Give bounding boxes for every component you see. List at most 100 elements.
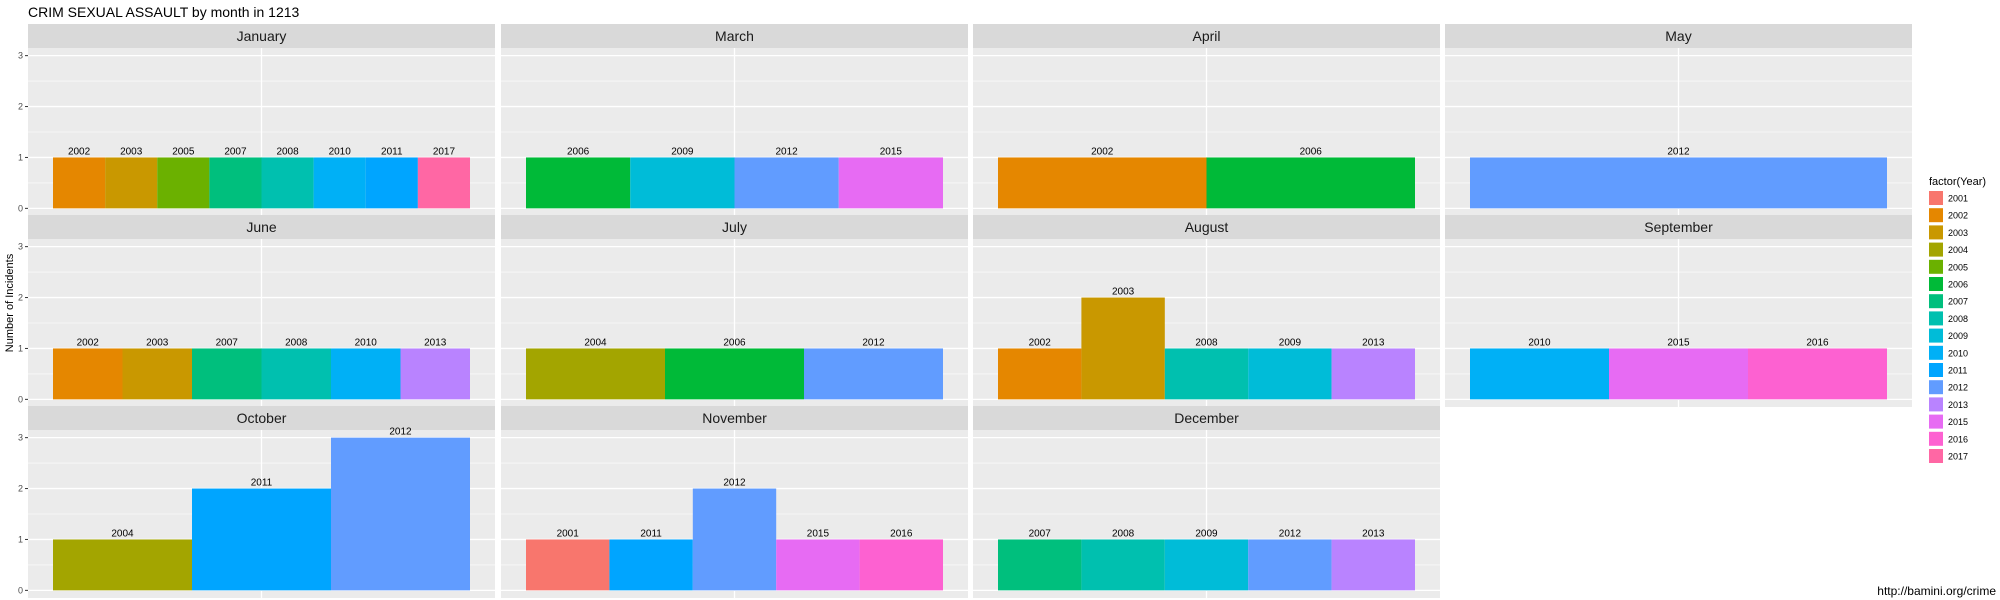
bar xyxy=(776,539,860,591)
bar xyxy=(122,348,192,400)
legend-label: 2011 xyxy=(1948,366,1967,376)
bar-label: 2011 xyxy=(640,528,662,539)
legend: factor(Year) 2001 2002 2003 2004 2005 2006 200… xyxy=(1929,176,1986,463)
bar-label: 2009 xyxy=(1279,337,1302,348)
y-tick-label: 0 xyxy=(18,203,23,213)
source-caption: http://bamini.org/crime xyxy=(1877,584,1996,598)
bar-label: 2006 xyxy=(567,146,590,157)
bar xyxy=(313,157,366,209)
facet-panel: December 2007 2008 2009 2012 2013 xyxy=(973,406,1440,598)
bar-label: 2002 xyxy=(77,337,100,348)
bar xyxy=(261,157,314,209)
bar-label: 2003 xyxy=(146,337,169,348)
facet-strip-label: December xyxy=(1174,410,1239,426)
bar xyxy=(998,348,1082,400)
bar-label: 2015 xyxy=(880,146,903,157)
bar-label: 2004 xyxy=(584,337,607,348)
bar-label: 2004 xyxy=(111,528,134,539)
facet-strip-label: January xyxy=(237,28,287,44)
facet-panel: May 2012 xyxy=(1445,24,1912,216)
bar-label: 2007 xyxy=(224,146,247,157)
y-tick-label: 3 xyxy=(18,242,23,252)
bar xyxy=(1331,539,1415,591)
bar-label: 2002 xyxy=(68,146,91,157)
bar xyxy=(1248,348,1332,400)
bar-label: 2013 xyxy=(424,337,447,348)
facet-strip-label: April xyxy=(1192,28,1220,44)
bar xyxy=(998,539,1082,591)
bar xyxy=(105,157,158,209)
legend-label: 2005 xyxy=(1948,262,1968,272)
legend-label: 2015 xyxy=(1948,417,1968,427)
bar-label: 2003 xyxy=(1112,287,1135,298)
y-tick-label: 3 xyxy=(18,433,23,443)
bar-label: 2013 xyxy=(1362,528,1385,539)
legend-swatch xyxy=(1929,380,1943,395)
y-tick-label: 0 xyxy=(18,394,23,404)
legend-swatch xyxy=(1929,345,1943,360)
bar xyxy=(1081,539,1165,591)
bar-label: 2016 xyxy=(890,528,913,539)
facet-panel: June 0 1 2 3 2002 2003 2007 2008 2010 2013 xyxy=(18,215,495,407)
legend-swatch xyxy=(1929,397,1943,412)
bar-label: 2007 xyxy=(1029,528,1052,539)
facet-strip xyxy=(501,406,968,430)
y-axis-label: Number of Incidents xyxy=(4,253,16,352)
bar xyxy=(1081,297,1165,400)
y-tick-label: 1 xyxy=(18,343,23,353)
facet-panel: August 2002 2003 2008 2009 2013 xyxy=(973,215,1440,407)
facet-strip-label: July xyxy=(722,219,747,235)
y-tick-label: 2 xyxy=(18,102,23,112)
legend-swatch xyxy=(1929,311,1943,326)
legend-swatch xyxy=(1929,208,1943,223)
legend-swatch xyxy=(1929,225,1943,240)
bar xyxy=(692,488,777,591)
legend-label: 2017 xyxy=(1948,452,1968,462)
facet-panel: September 2010 2015 2016 xyxy=(1445,215,1912,407)
facet-strip xyxy=(501,215,968,239)
bar-label: 2008 xyxy=(276,146,299,157)
bar xyxy=(331,437,470,591)
bar xyxy=(1609,348,1748,400)
bar xyxy=(630,157,735,209)
bar-label: 2009 xyxy=(1195,528,1218,539)
facet-strip xyxy=(973,406,1440,430)
legend-title: factor(Year) xyxy=(1929,176,1986,188)
bar-label: 2002 xyxy=(1091,146,1114,157)
y-tick-label: 2 xyxy=(18,293,23,303)
bar-label: 2006 xyxy=(1300,146,1323,157)
bar-label: 2006 xyxy=(723,337,746,348)
bar xyxy=(365,157,418,209)
facet-strip xyxy=(28,215,495,239)
legend-label: 2002 xyxy=(1948,211,1968,221)
bar xyxy=(1470,157,1887,209)
legend-label: 2006 xyxy=(1948,280,1968,290)
bar xyxy=(526,348,665,400)
bar-label: 2005 xyxy=(172,146,195,157)
facet-strip xyxy=(973,215,1440,239)
bar-label: 2009 xyxy=(671,146,694,157)
facet-strip-label: May xyxy=(1665,28,1691,44)
bar xyxy=(1331,348,1415,400)
bar xyxy=(526,157,631,209)
bar xyxy=(1748,348,1887,400)
facet-panel: October 0 1 2 3 2004 2011 2012 xyxy=(18,406,495,598)
chart-title: CRIM SEXUAL ASSAULT by month in 1213 xyxy=(28,4,300,20)
bar-label: 2012 xyxy=(723,478,746,489)
bar xyxy=(1164,539,1249,591)
bar xyxy=(1470,348,1609,400)
bar xyxy=(609,539,693,591)
facet-strip xyxy=(973,24,1440,48)
legend-swatch xyxy=(1929,449,1943,463)
bar-label: 2010 xyxy=(355,337,378,348)
bar xyxy=(665,348,804,400)
bar-label: 2010 xyxy=(329,146,352,157)
legend-swatch xyxy=(1929,242,1943,257)
facet-panel: November 2001 2011 2012 2015 2016 xyxy=(501,406,968,598)
bar-label: 2017 xyxy=(433,146,456,157)
bar xyxy=(53,348,123,400)
bar xyxy=(1248,539,1332,591)
legend-label: 2010 xyxy=(1948,348,1968,358)
bar xyxy=(734,157,839,209)
facet-strip xyxy=(501,24,968,48)
